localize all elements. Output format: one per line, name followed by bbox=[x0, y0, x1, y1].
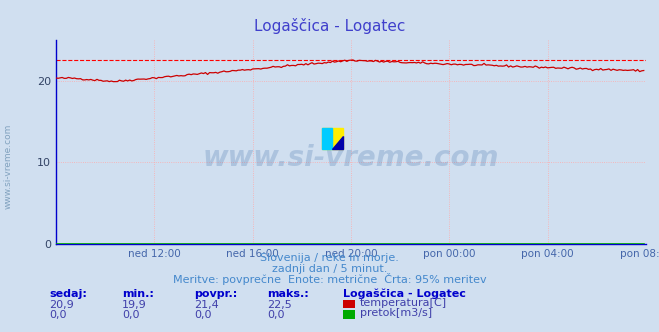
Text: zadnji dan / 5 minut.: zadnji dan / 5 minut. bbox=[272, 264, 387, 274]
Text: Slovenija / reke in morje.: Slovenija / reke in morje. bbox=[260, 253, 399, 263]
Text: 0,0: 0,0 bbox=[49, 310, 67, 320]
Text: min.:: min.: bbox=[122, 289, 154, 299]
Text: www.si-vreme.com: www.si-vreme.com bbox=[3, 123, 13, 209]
Text: Meritve: povprečne  Enote: metrične  Črta: 95% meritev: Meritve: povprečne Enote: metrične Črta:… bbox=[173, 273, 486, 285]
Text: 0,0: 0,0 bbox=[122, 310, 140, 320]
Text: povpr.:: povpr.: bbox=[194, 289, 238, 299]
Text: maks.:: maks.: bbox=[267, 289, 308, 299]
Text: 0,0: 0,0 bbox=[194, 310, 212, 320]
Text: www.si-vreme.com: www.si-vreme.com bbox=[203, 144, 499, 172]
Text: 21,4: 21,4 bbox=[194, 300, 219, 310]
Text: 22,5: 22,5 bbox=[267, 300, 292, 310]
Text: sedaj:: sedaj: bbox=[49, 289, 87, 299]
Text: 0,0: 0,0 bbox=[267, 310, 285, 320]
Text: 20,9: 20,9 bbox=[49, 300, 74, 310]
Text: pretok[m3/s]: pretok[m3/s] bbox=[360, 308, 432, 318]
Text: Logaščica - Logatec: Logaščica - Logatec bbox=[254, 18, 405, 34]
Text: Logaščica - Logatec: Logaščica - Logatec bbox=[343, 289, 465, 299]
Text: 19,9: 19,9 bbox=[122, 300, 147, 310]
Text: temperatura[C]: temperatura[C] bbox=[360, 298, 447, 308]
